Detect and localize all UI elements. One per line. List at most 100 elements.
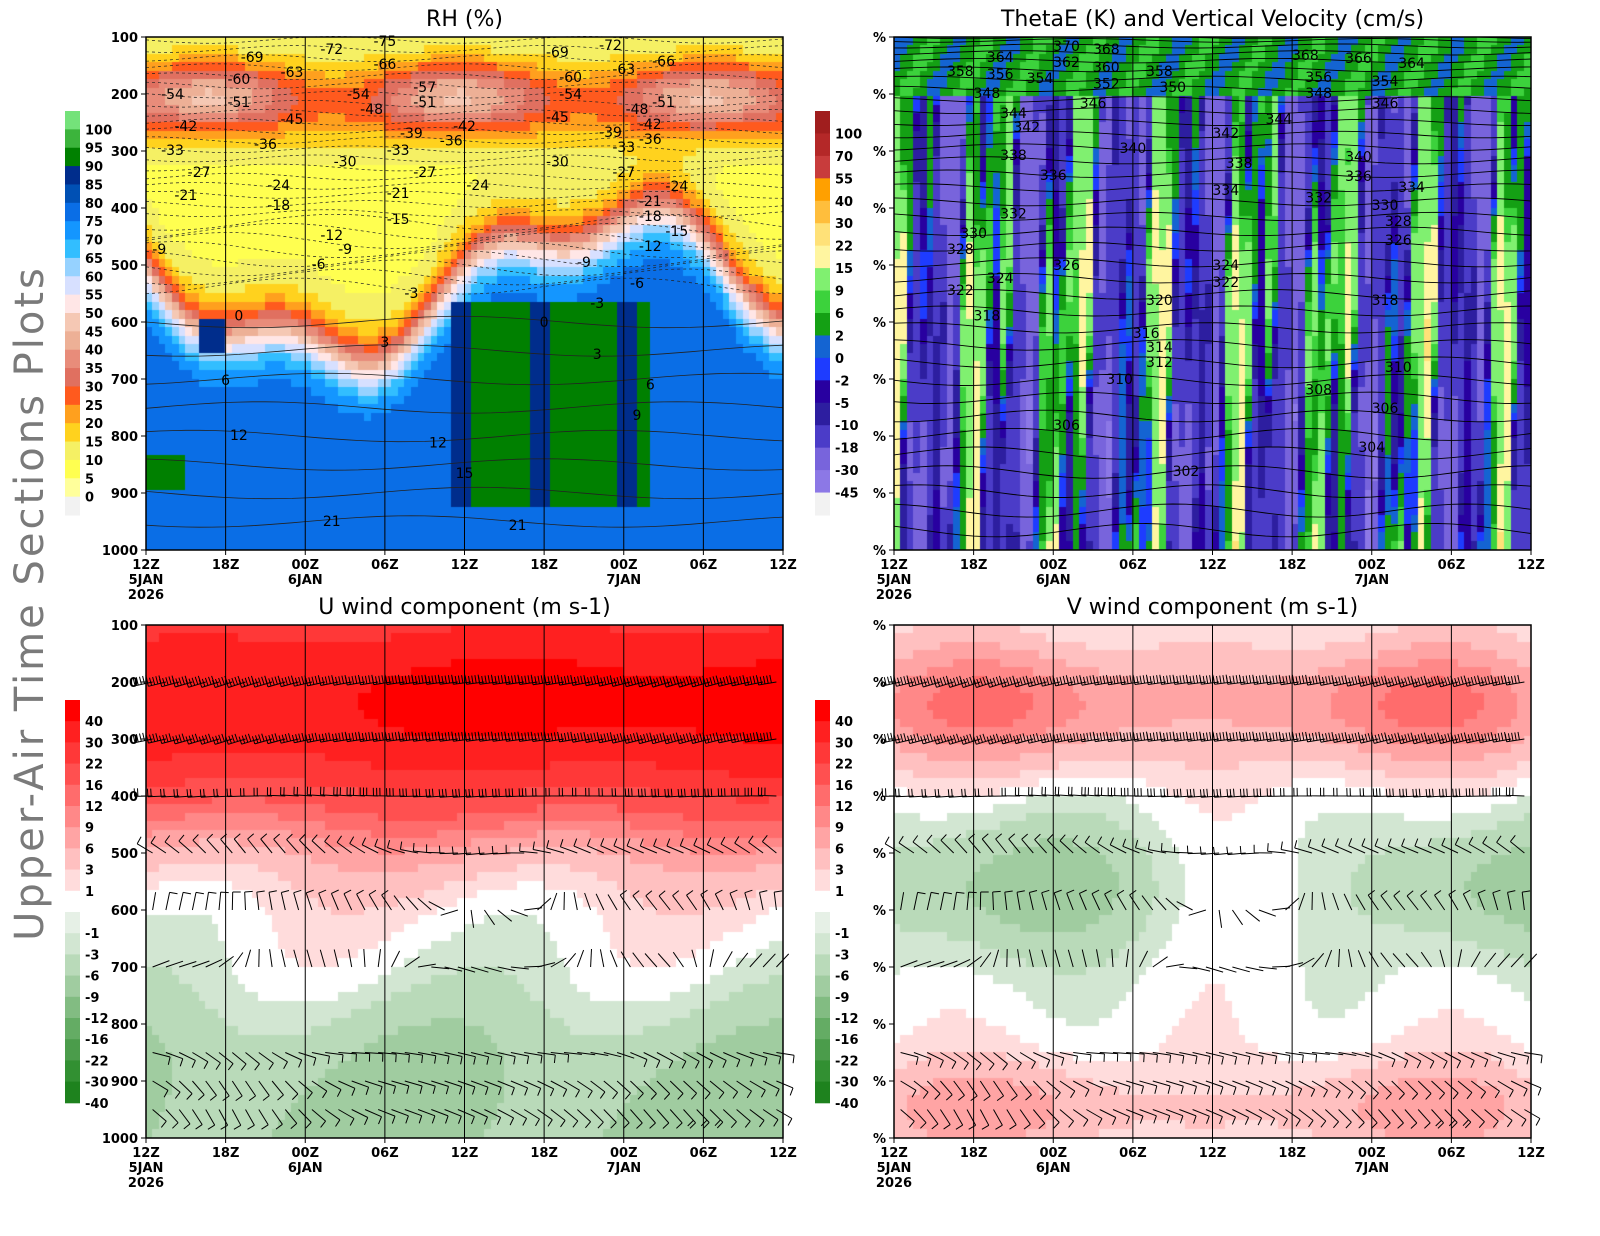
wind-barb [1497,953,1511,968]
wind-barb [630,1052,648,1068]
wind-barb [893,675,915,687]
x-tick-label: 7JAN [606,1161,641,1176]
wind-barb [165,1052,184,1067]
colorbar-label: 10 [85,454,103,469]
wind-barb [657,953,671,968]
wind-barb [1510,1109,1527,1127]
wind-barb [1367,889,1379,911]
wind-barb [351,1080,370,1095]
colorbar-label: -40 [835,1097,859,1112]
wind-barb [1004,890,1013,911]
wind-barb [457,966,476,973]
wind-barb [1079,674,1100,686]
colorbar-label: -9 [85,991,99,1006]
wind-barb [505,844,525,854]
wind-barb [1471,1052,1489,1068]
wind-barb [478,731,498,742]
wind-barb [610,675,631,687]
x-tick-label: 12Z [1517,1146,1545,1161]
wind-barb [132,732,153,744]
colorbar-swatch [815,357,830,381]
wind-barb [1066,732,1087,743]
wind-barb [1086,1109,1103,1126]
wind-barb [1470,1109,1485,1129]
wind-barb [165,891,178,911]
wind-barb [319,949,326,968]
wind-barb [240,788,259,797]
x-tick-label: 00Z [1039,558,1067,573]
contour-label: -54 [161,87,184,103]
wind-barb [762,834,777,854]
wind-barb [517,674,538,685]
wind-barb [563,1109,579,1128]
wind-barb [1166,963,1184,968]
x-tick-label: 06Z [690,558,718,573]
wind-barb [1159,731,1180,742]
wind-barb [1510,834,1525,854]
colorbar-label: 12 [835,800,853,815]
wind-barb [510,966,529,970]
colorbar-label: 9 [85,821,94,836]
contour-label: 330 [960,226,987,242]
wind-barb [1028,949,1034,968]
wind-barb [676,732,697,745]
colorbar-swatch [815,335,830,359]
y-tick-label: 500 [111,847,138,862]
y-tick-label: 1000 [102,1132,138,1147]
wind-barb [470,909,475,928]
wind-barb [191,891,204,911]
colorbar-label: 30 [835,217,853,232]
wind-barb [653,838,671,854]
wind-barb [1292,731,1313,743]
wind-barb [1477,889,1486,911]
colorbar-swatch [65,349,80,369]
wind-barb [656,1080,671,1100]
wind-barb [358,731,379,742]
wind-barb [630,1080,644,1100]
colorbar-label: -3 [85,948,99,963]
u-colorbar: 40 30 22 16 12 9 6 3 1 -1 -3 -6 -9 -12 -16 -22 -30 -40 [65,700,109,1112]
wind-barb [576,949,585,968]
colorbar-swatch [65,933,80,955]
x-tick-label: 06Z [1119,558,1147,573]
wind-barb [607,894,618,911]
wind-barb [1053,889,1062,911]
wind-barb [1179,1080,1197,1095]
wind-barb [1245,909,1261,922]
wind-barb [979,1109,990,1130]
y-tick-label: % [873,1132,886,1147]
wind-barb [372,787,392,797]
wind-barb [1272,1052,1291,1064]
colorbar-label: 22 [835,240,853,255]
contour-label: -27 [413,165,436,181]
wind-barb [1405,953,1419,968]
wind-barb [759,890,768,911]
wind-barb [900,1109,915,1128]
wind-barb [1434,890,1446,911]
wind-barb [1126,1080,1144,1094]
wind-barb [231,1109,242,1130]
wind-barb [920,675,941,688]
wind-barb [457,1052,476,1065]
wind-barb [152,1080,169,1098]
wind-barb [946,733,968,745]
x-tick-label: 00Z [610,558,638,573]
wind-barb [1119,731,1140,742]
wind-barb [1072,834,1087,854]
wind-barb [611,788,631,797]
contour-label: 312 [1146,355,1173,371]
wind-barb [324,834,339,854]
contour-label: 362 [1053,55,1080,71]
colorbar-swatch [65,111,80,130]
wind-barb [417,897,432,911]
colorbar-swatch [65,147,80,167]
wind-barb [1371,732,1392,744]
wind-barb [979,1052,995,1071]
wind-barb [1444,1052,1462,1069]
wind-barb [689,675,711,688]
contour-label: 316 [1133,326,1160,342]
contour-label: 15 [456,466,474,482]
wind-barb [762,953,776,968]
wind-barb [1420,890,1432,911]
colorbar-swatch [815,313,830,336]
